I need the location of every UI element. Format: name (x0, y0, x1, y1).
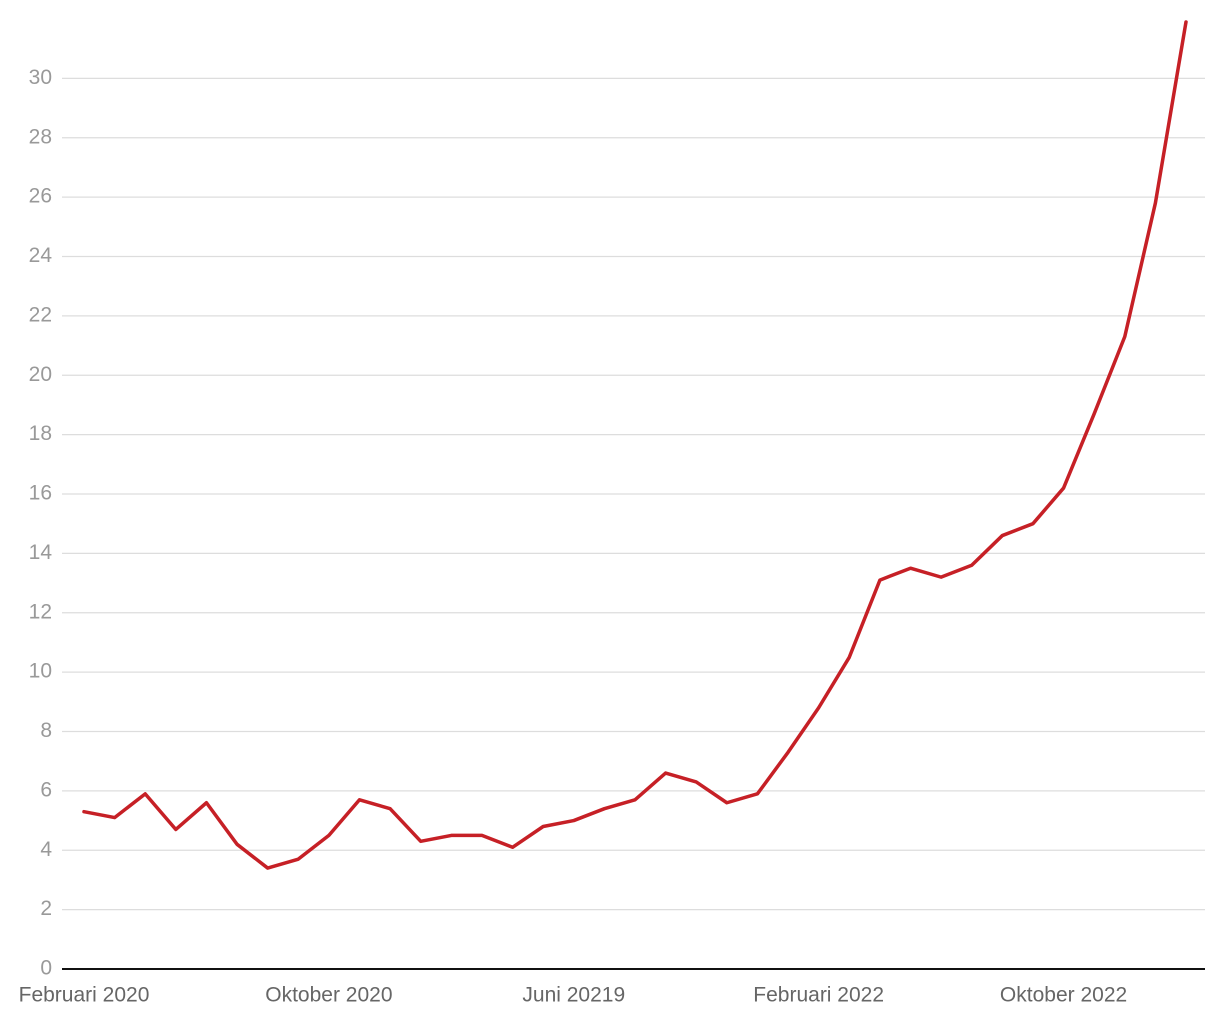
data-line (82, 20, 1188, 870)
y-tick-label: 16 (29, 482, 52, 505)
y-tick-label: 24 (29, 244, 53, 267)
y-tick-label: 2 (40, 897, 52, 920)
x-tick-label: Juni 20219 (522, 984, 625, 1007)
x-tick-label: Oktober 2020 (265, 984, 392, 1007)
y-tick-label: 8 (40, 719, 52, 742)
y-tick-label: 0 (40, 957, 52, 980)
y-tick-label: 20 (29, 363, 52, 386)
y-tick-label: 18 (29, 422, 52, 445)
x-tick-label: Februari 2022 (753, 984, 884, 1007)
x-tick-label: Oktober 2022 (1000, 984, 1127, 1007)
y-tick-label: 14 (29, 541, 53, 564)
y-tick-label: 26 (29, 185, 52, 208)
y-tick-label: 28 (29, 125, 52, 148)
y-tick-label: 12 (29, 600, 52, 623)
y-tick-label: 6 (40, 778, 52, 801)
y-tick-label: 10 (29, 660, 52, 683)
y-tick-label: 30 (29, 66, 52, 89)
y-tick-label: 4 (40, 838, 52, 861)
y-tick-label: 22 (29, 303, 52, 326)
x-tick-label: Februari 2020 (19, 984, 150, 1007)
